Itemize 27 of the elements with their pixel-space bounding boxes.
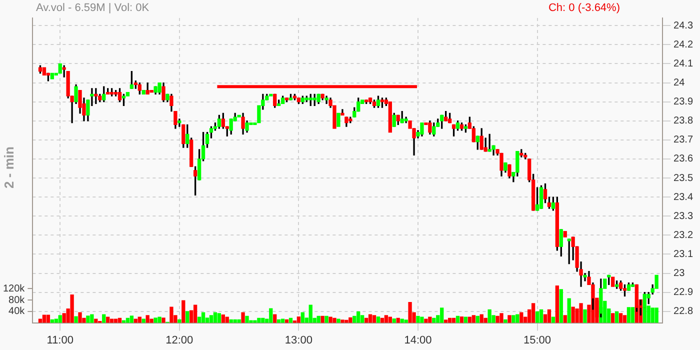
y-tick-label: 23: [674, 268, 686, 280]
y-tick-label: 23.1: [674, 248, 694, 260]
y-tick-label: 23.7: [674, 134, 694, 146]
y2-tick-label: 40k: [8, 306, 26, 318]
y-tick-label: 22.8: [674, 306, 694, 318]
text: Ch: 0 (-3.64%): [548, 2, 620, 14]
y-tick-label: 24.3: [674, 20, 694, 32]
y-tick-label: 23.4: [674, 192, 694, 203]
y-tick-label: 24.1: [674, 58, 694, 70]
y-tick-label: 23.5: [674, 172, 694, 184]
x-tick-label: 12:00: [166, 334, 194, 346]
y-tick-label: 23.8: [674, 116, 694, 127]
y-tick-label: 22.9: [674, 287, 694, 298]
y2-tick-label: 80k: [8, 294, 26, 306]
y-tick-label: 23.2: [674, 230, 694, 241]
text: Av.vol - 6.59M | Vol: 0K: [36, 2, 150, 14]
y-tick-label: 23.3: [674, 210, 694, 222]
y-tick-label: 24.2: [674, 39, 694, 50]
x-tick-label: 11:00: [46, 334, 74, 346]
y-tick-label: 24: [674, 78, 686, 89]
y2-tick-label: 120k: [2, 283, 26, 294]
text: 2 - min: [1, 146, 16, 188]
x-tick-label: 15:00: [524, 334, 552, 346]
x-tick-label: 13:00: [284, 334, 312, 346]
y-tick-label: 23.6: [674, 154, 694, 165]
x-tick-label: 14:00: [404, 334, 432, 346]
y-tick-label: 23.9: [674, 96, 694, 108]
